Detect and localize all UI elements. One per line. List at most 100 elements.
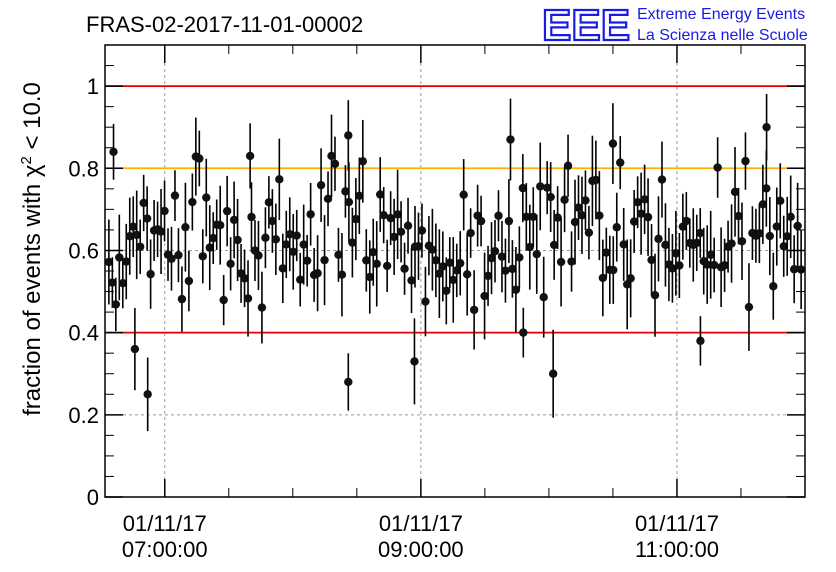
data-point (170, 191, 180, 200)
data-point (400, 264, 409, 273)
y-tick-label: 0.4 (68, 321, 99, 346)
data-point (779, 242, 788, 251)
data-point (156, 227, 166, 236)
data-point (619, 240, 628, 249)
data-point (295, 275, 305, 284)
y-axis-label: fraction of events with χ2 < 10.0 (18, 82, 46, 416)
data-point (598, 273, 608, 283)
data-point (278, 264, 288, 273)
data-point (786, 212, 795, 222)
data-point (501, 266, 510, 275)
data-point (316, 180, 326, 190)
data-point (289, 247, 298, 256)
data-point (511, 285, 521, 294)
data-point (529, 212, 538, 221)
data-point (174, 250, 183, 260)
axes: 00.20.40.60.8101/11/1707:00:0001/11/1709… (68, 44, 806, 562)
data-point (796, 265, 806, 274)
data-point (313, 269, 322, 278)
data-point (671, 249, 681, 258)
data-point (713, 163, 722, 172)
data-point (109, 147, 118, 157)
data-point (675, 261, 684, 270)
logo-line-1: Extreme Energy Events (637, 6, 805, 23)
data-point (376, 190, 385, 199)
data-point (229, 215, 239, 225)
data-point (362, 256, 371, 265)
data-point (668, 264, 677, 273)
data-point (417, 226, 427, 235)
data-point (306, 210, 315, 219)
data-point (222, 206, 232, 216)
data-point (532, 249, 541, 259)
x-tick-label-time: 11:00:00 (635, 537, 719, 562)
x-tick-label-date: 01/11/17 (123, 511, 207, 536)
data-point (282, 240, 291, 249)
y-axis-label-symbol: χ (19, 164, 46, 177)
data-point (132, 230, 141, 240)
data-point (640, 195, 649, 204)
data-point (442, 286, 451, 296)
data-point (386, 213, 395, 223)
data-point (369, 248, 378, 257)
data-point (591, 175, 601, 185)
data-point (299, 240, 308, 249)
data-point (772, 222, 781, 231)
data-point (358, 157, 368, 166)
data-point (403, 221, 413, 230)
data-point (414, 242, 423, 251)
data-point (654, 234, 663, 244)
data-point (506, 135, 515, 144)
data-point (650, 291, 660, 300)
data-point (459, 190, 468, 199)
data-point (769, 282, 778, 291)
data-point (344, 131, 353, 140)
data-point (389, 232, 399, 242)
data-point (522, 212, 531, 222)
data-point (519, 328, 528, 337)
data-point (633, 198, 642, 207)
data-point (184, 276, 194, 286)
data-point (202, 193, 211, 202)
data-point (783, 232, 792, 241)
data-point (727, 239, 736, 248)
data-point (160, 206, 169, 216)
data-point (762, 184, 771, 193)
y-tick-label: 0.8 (68, 156, 99, 181)
data-point (344, 377, 353, 387)
data-point (341, 187, 350, 196)
data-point (755, 229, 764, 238)
data-point (452, 266, 461, 275)
data-point (111, 300, 121, 309)
data-point (143, 390, 152, 399)
data-point (355, 191, 364, 200)
data-point (696, 336, 705, 346)
data-point (692, 238, 701, 248)
data-point (188, 197, 197, 207)
data-point (469, 305, 479, 315)
data-point (195, 154, 204, 163)
data-point (542, 183, 552, 192)
data-point (734, 211, 743, 221)
data-point (215, 220, 225, 230)
data-point (118, 279, 127, 288)
data-point (254, 251, 263, 260)
data-point (226, 259, 235, 269)
y-tick-label: 1 (87, 74, 99, 99)
data-point (285, 230, 294, 239)
data-point (706, 250, 715, 259)
data-point (456, 259, 465, 268)
data-point (518, 183, 528, 193)
data-point (546, 192, 555, 202)
data-point (462, 270, 472, 279)
data-point (560, 195, 569, 204)
x-tick-label-time: 07:00:00 (122, 537, 208, 562)
data-point (198, 252, 207, 261)
data-point (146, 269, 155, 279)
data-point (421, 297, 430, 306)
data-point (372, 259, 381, 269)
data-point (245, 151, 255, 161)
data-point (494, 211, 503, 220)
data-point (323, 194, 333, 204)
